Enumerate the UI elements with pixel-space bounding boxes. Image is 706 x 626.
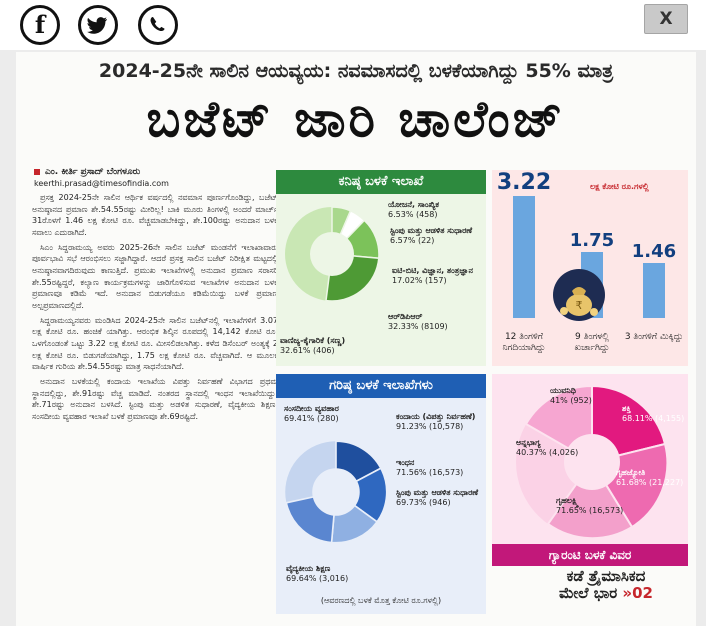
guarantee-title: ಗ್ಯಾರಂಟಿ ಬಳಕೆ ವಿವರ xyxy=(492,544,688,566)
chart-category-label-2: 3 ತಿಂಗಳಿಗೆ ಮಿಕ್ಕಿದ್ದು xyxy=(624,332,684,342)
byline-marker xyxy=(34,168,40,175)
byline-text: ಎಂ. ಕೀರ್ತಿ ಪ್ರಸಾದ್ ಬೆಂಗಳೂರು xyxy=(45,167,141,177)
highest-usage-panel: ಗರಿಷ್ಠ ಬಳಕೆ ಇಲಾಖೆಗಳು ಸಂಸದೀಯ ವ್ಯವಹಾರ 69.41… xyxy=(276,374,486,614)
svg-text:₹: ₹ xyxy=(576,299,583,312)
chart-category-label-1: 9 ತಿಂಗಳಲ್ಲಿ ಖರ್ಚಾಗಿದ್ದು xyxy=(574,332,610,353)
highest-usage-title: ಗರಿಷ್ಠ ಬಳಕೆ ಇಲಾಖೆಗಳು xyxy=(276,374,486,398)
highest-usage-donut xyxy=(285,440,388,544)
top-item-parliamentary: ಸಂಸದೀಯ ವ್ಯವಹಾರ 69.41% (280) xyxy=(284,404,339,423)
chart-value-label-1: 1.75 xyxy=(569,230,615,251)
headline: ಬಜೆಟ್ ಜಾರಿ ಚಾಲೆಂಜ್ xyxy=(146,90,566,148)
top-item-medical: ವೈದ್ಯಕೀಯ ಶಿಕ್ಷಣ 69.64% (3,016) xyxy=(286,564,349,583)
guarantee-annabhagya: ಅನ್ನಭಾಗ್ಯ 40.37% (4,026) xyxy=(516,438,579,457)
whatsapp-icon[interactable] xyxy=(138,5,178,45)
chart-bar-0 xyxy=(513,196,535,318)
top-item-energy: ಇಂಧನ 71.56% (16,573) xyxy=(396,458,464,477)
article-paragraph: ಪ್ರಸಕ್ತ 2024-25ನೇ ಸಾಲಿನ ಆರ್ಥಿಕ ವರ್ಷದಲ್ಲಿ… xyxy=(32,193,278,238)
promo-page-link[interactable]: »02 xyxy=(622,584,653,603)
lowest-usage-title: ಕನಿಷ್ಠ ಬಳಕೆ ಇಲಾಖೆ xyxy=(276,170,486,194)
newspaper-page: 2024-25ನೇ ಸಾಲಿನ ಆಯವ್ಯಯ: ನವಮಾಸದಲ್ಲಿ ಬಳಕೆಯ… xyxy=(16,52,696,626)
money-bag-icon: ₹ xyxy=(553,269,605,321)
article-paragraph: ಸಿಎಂ ಸಿದ್ದರಾಮಯ್ಯ ಅವರು 2025-26ನೇ ಸಾಲಿನ ಬಜ… xyxy=(32,242,278,311)
lowest-usage-donut xyxy=(285,206,380,302)
chart-value-label-2: 1.46 xyxy=(631,241,677,262)
low-item-it-bt: ಐಟಿ-ಬಿಟಿ, ವಿಜ್ಞಾನ, ತಂತ್ರಜ್ಞಾನ 17.02% (157… xyxy=(392,266,474,285)
low-item-rdpr: ಆರ್‌ಡಿಪಿಆರ್ 32.33% (8109) xyxy=(388,312,448,331)
guarantee-gruhalakshmi: ಗೃಹಲಕ್ಷ್ಮಿ 71.65% (16,573) xyxy=(556,496,624,515)
chart-category-label-0: 12 ತಿಂಗಳಿಗೆ ನಿಗದಿಯಾಗಿದ್ದು xyxy=(502,332,546,353)
twitter-bird-shape xyxy=(87,17,107,34)
lowest-usage-panel: ಕನಿಷ್ಠ ಬಳಕೆ ಇಲಾಖೆ ಯೋಜನೆ, ಸಾಂಖ್ಯಿಕ 6.53% (… xyxy=(276,170,486,366)
guarantee-yuvanidhi: ಯುವನಿಧಿ 41% (952) xyxy=(550,386,592,405)
guarantee-gruhajyothi: ಗೃಹಜ್ಯೋತಿ 61.68% (21,227) xyxy=(616,468,684,487)
article-paragraph: ಸಿದ್ದರಾಮಯ್ಯನವರು ಮಂಡಿಸಿದ 2024-25ನೇ ಸಾಲಿನ … xyxy=(32,315,278,372)
low-item-planning: ಯೋಜನೆ, ಸಾಂಖ್ಯಿಕ 6.53% (458) xyxy=(388,200,440,219)
chart-value-label-0: 3.22 xyxy=(496,170,552,195)
author-email: keerthi.prasad@timesofindia.com xyxy=(34,179,169,188)
phone-shape xyxy=(150,17,165,32)
byline: ಎಂ. ಕೀರ್ತಿ ಪ್ರಸಾದ್ ಬೆಂಗಳೂರು xyxy=(34,167,140,177)
guarantee-shakti: ಶಕ್ತಿ 68.11% (4,155) xyxy=(622,404,685,423)
top-panel-footnote: (ಆವರಣದಲ್ಲಿ ಬಳಕೆ ಮೊತ್ತ ಕೋಟಿ ರೂ.ಗಳಲ್ಲಿ) xyxy=(320,596,442,605)
subheadline: 2024-25ನೇ ಸಾಲಿನ ಆಯವ್ಯಯ: ನವಮಾಸದಲ್ಲಿ ಬಳಕೆಯ… xyxy=(98,60,614,82)
article-paragraph: ಅನುದಾನ ಬಳಕೆಯಲ್ಲಿ ಕಂದಾಯ ಇಲಾಖೆಯ ವಿಪತ್ತು ನಿ… xyxy=(32,377,278,422)
chart-unit-label: ಲಕ್ಷ ಕೋಟಿ ರೂ.ಗಳಲ್ಲಿ xyxy=(590,182,649,191)
promo-line-1: ಕಡೆ ತ್ರೈಮಾಸಿಕದ xyxy=(566,567,646,585)
article-body: ಪ್ರಸಕ್ತ 2024-25ನೇ ಸಾಲಿನ ಆರ್ಥಿಕ ವರ್ಷದಲ್ಲಿ… xyxy=(32,192,278,620)
chart-bar-2 xyxy=(643,263,665,318)
low-item-stamps: ಸ್ಟಿಂಪು ಮತ್ತು ಆಡಳಿತ ಸುಧಾರಣೆ 6.57% (22) xyxy=(390,226,473,245)
budget-bar-chart: ಲಕ್ಷ ಕೋಟಿ ರೂ.ಗಳಲ್ಲಿ 3.22 12 ತಿಂಗಳಿಗೆ ನಿಗದ… xyxy=(492,170,688,366)
share-toolbar: f X xyxy=(0,0,706,50)
guarantee-donut xyxy=(516,384,669,540)
low-item-commerce: ವಾಣಿಜ್ಯ-ಕೈಗಾರಿಕೆ (ಸಣ್ಣ) 32.61% (406) xyxy=(280,336,346,355)
top-item-revenue: ಕಂದಾಯ (ವಿಪತ್ತು ನಿರ್ವಹಣೆ) 91.23% (10,578) xyxy=(396,412,476,431)
page-promo[interactable]: ಕಡೆ ತ್ರೈಮಾಸಿಕದ ಮೇಲೆ ಭಾರ »02 xyxy=(518,567,694,603)
promo-line-2: ಮೇಲೆ ಭಾರ xyxy=(558,584,618,603)
guarantee-usage-panel: ಯುವನಿಧಿ 41% (952) ಶಕ್ತಿ 68.11% (4,155) ಗೃಹ… xyxy=(492,374,688,566)
twitter-icon[interactable] xyxy=(78,5,118,45)
facebook-icon[interactable]: f xyxy=(20,5,60,45)
close-button[interactable]: X xyxy=(644,4,688,34)
top-item-stamps: ಸ್ಟಿಂಪು ಮತ್ತು ಆಡಳಿತ ಸುಧಾರಣೆ 69.73% (946) xyxy=(396,488,479,507)
